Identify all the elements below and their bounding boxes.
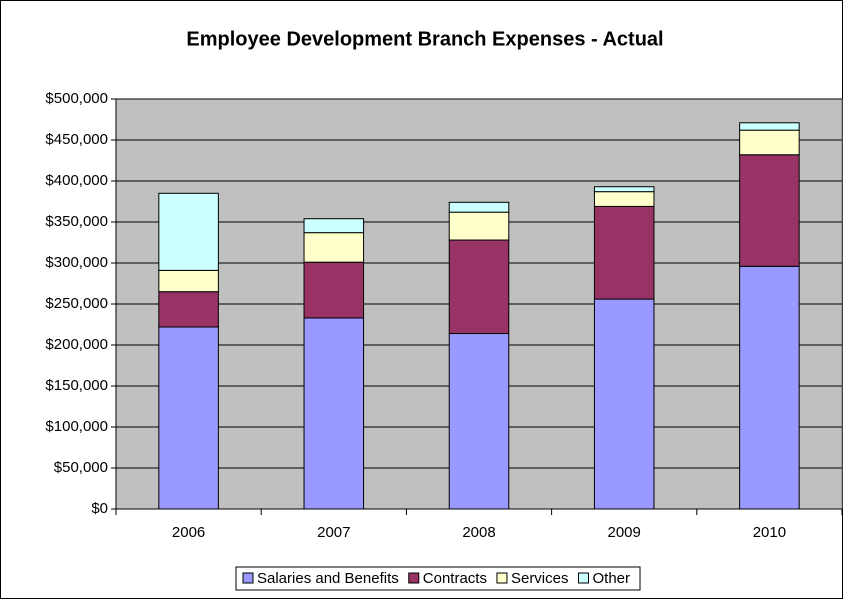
- bar-segment: [303, 317, 365, 510]
- bar-segment: [158, 291, 219, 328]
- bar-segment: [158, 326, 219, 510]
- x-tick-label: 2008: [462, 524, 495, 541]
- y-tick-label: $500,000: [45, 90, 108, 107]
- y-tick-label: $350,000: [45, 213, 108, 230]
- bar-segment: [303, 261, 365, 319]
- bar-segment: [739, 154, 800, 267]
- chart-title: Employee Development Branch Expenses - A…: [186, 28, 663, 50]
- bar-segment: [448, 211, 510, 241]
- bar-segment: [593, 205, 655, 300]
- legend-box: [235, 566, 641, 591]
- bar-segment: [303, 232, 365, 263]
- y-tick-label: $200,000: [45, 336, 108, 353]
- bar-segment: [448, 239, 510, 335]
- legend-label: Salaries and Benefits: [257, 570, 399, 587]
- bar-segment: [739, 265, 800, 510]
- y-tick-label: $50,000: [54, 459, 108, 476]
- y-tick-label: $400,000: [45, 172, 108, 189]
- bar-segment: [448, 201, 510, 213]
- y-tick-label: $300,000: [45, 254, 108, 271]
- x-tick-label: 2006: [172, 524, 205, 541]
- y-tick-label: $450,000: [45, 131, 108, 148]
- legend-swatch: [408, 572, 420, 584]
- legend-label: Services: [511, 570, 569, 587]
- legend-swatch: [242, 572, 254, 584]
- bar-segment: [739, 122, 800, 131]
- y-tick-label: $250,000: [45, 295, 108, 312]
- bar-segment: [158, 192, 219, 271]
- bar-segment: [739, 129, 800, 156]
- bar-segment: [593, 186, 655, 193]
- y-tick-label: $100,000: [45, 418, 108, 435]
- legend-swatch: [578, 572, 589, 584]
- y-tick-label: $0: [91, 500, 108, 517]
- x-tick-label: 2010: [753, 524, 786, 541]
- x-tick-label: 2009: [608, 524, 641, 541]
- y-tick-label: $150,000: [45, 377, 108, 394]
- bar-segment: [303, 218, 365, 234]
- bar-segment: [158, 269, 219, 293]
- legend-label: Contracts: [423, 570, 487, 587]
- bar-segment: [593, 298, 655, 510]
- bar-segment: [448, 333, 510, 510]
- x-tick-label: 2007: [317, 524, 350, 541]
- bar-segment: [593, 191, 655, 207]
- legend-swatch: [496, 572, 508, 584]
- legend-label: Other: [593, 570, 631, 587]
